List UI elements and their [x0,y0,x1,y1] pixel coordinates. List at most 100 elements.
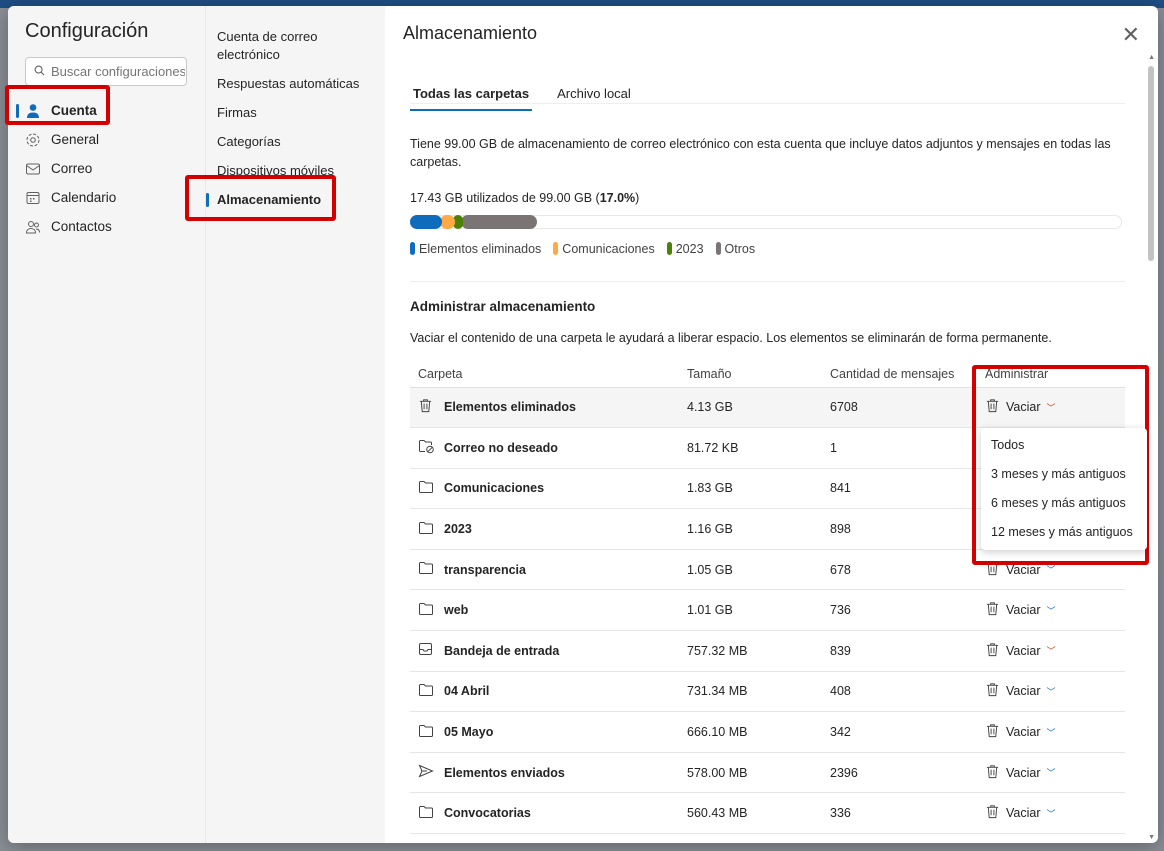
subnav-item[interactable]: Firmas [217,105,257,120]
legend-swatch [666,242,672,255]
trash-icon [985,601,1000,619]
table-row: Elementos enviados 578.00 MB 2396 Vaciar ﹀ [410,752,1125,794]
nav-item-contactos[interactable]: Contactos [8,212,205,241]
chevron-down-icon[interactable]: ﹀ [1046,646,1056,657]
search-input[interactable] [51,64,185,79]
storage-bar [410,215,1122,229]
legend-swatch [715,242,721,255]
empty-folder-button[interactable]: Vaciar ﹀ [985,601,1125,619]
folder-size: 578.00 MB [687,752,830,794]
scroll-up-arrow[interactable]: ▲ [1148,54,1155,61]
nav-item-cuenta[interactable]: Cuenta [8,96,205,125]
folder-size: 666.10 MB [687,711,830,753]
trash-icon [985,764,1000,782]
storage-legend: Elementos eliminados Comunicaciones 2023 Ot… [410,242,1125,256]
empty-label: Vaciar [1006,806,1041,821]
search-settings[interactable] [25,57,187,86]
storage-segment [410,215,442,229]
message-count: 408 [830,671,985,713]
col-count: Cantidad de mensajes [830,361,985,388]
scrollbar[interactable] [1148,66,1154,261]
menu-item[interactable]: 6 meses y más antiguos [991,495,1126,510]
nav-item-correo[interactable]: Correo [8,154,205,183]
empty-folder-button[interactable]: Vaciar ﹀ [985,764,1125,782]
trash-icon [985,804,1000,822]
folder-icon [418,602,434,619]
chevron-down-icon[interactable]: ﹀ [1046,402,1056,413]
folder-name: web [444,589,687,632]
folder-size: 1.16 GB [687,508,830,550]
subnav-item[interactable]: Respuestas automáticas [217,76,360,91]
menu-item[interactable]: 12 meses y más antiguos [991,524,1133,539]
storage-usage: 17.43 GB utilizados de 99.00 GB (17.0%) [410,191,1125,205]
nav-item-label: Cuenta [51,103,97,118]
highlight-cuenta [5,85,110,125]
message-count: 841 [830,468,985,510]
person-icon [25,103,41,119]
folder-size: 81.72 KB [687,427,830,469]
manage-description: Vaciar el contenido de una carpeta le ay… [410,331,1052,345]
folder-size: 560.43 MB [687,792,830,835]
legend-item: Otros [715,242,755,256]
legend-swatch [553,242,559,255]
message-count: 1 [830,427,985,469]
empty-folder-button[interactable]: Vaciar ﹀ [985,804,1125,822]
subnav-item[interactable]: Dispositivos móviles [217,163,335,178]
folder-size: 1.05 GB [687,549,830,591]
table-row: 05 Mayo 666.10 MB 342 Vaciar ﹀ [410,711,1125,753]
menu-item[interactable]: Todos [991,437,1025,452]
subnav-item[interactable]: Cuenta de correo electrónico [217,29,318,62]
message-count: 736 [830,589,985,632]
chevron-down-icon[interactable]: ﹀ [1046,605,1056,616]
chevron-down-icon[interactable]: ﹀ [1046,686,1056,697]
settings-title: Configuración [25,20,149,42]
chevron-down-icon[interactable]: ﹀ [1046,768,1056,779]
tab-1[interactable]: Archivo local [557,86,631,101]
storage-segment [439,215,455,229]
folder-name: Convocatorias [444,792,687,835]
empty-folder-button[interactable]: Vaciar ﹀ [985,682,1125,700]
menu-item[interactable]: 3 meses y más antiguos [991,466,1126,481]
app-header-background [0,0,1164,8]
tabs: Todas las carpetas Archivo local [410,68,1125,111]
chevron-down-icon[interactable]: ﹀ [1046,565,1056,576]
empty-folder-button[interactable]: Vaciar ﹀ [985,723,1125,741]
chevron-down-icon[interactable]: ﹀ [1046,808,1056,819]
empty-options-menu: Todos 3 meses y más antiguos 6 meses y más… [981,427,1147,550]
folder-name: 05 Mayo [444,711,687,753]
send-icon [418,764,434,781]
close-icon[interactable]: ✕ [1121,22,1140,47]
subnav-item[interactable]: Categorías [217,134,281,149]
usage-percent: 17.0% [599,191,636,205]
folder-icon [418,724,434,741]
chevron-down-icon[interactable]: ﹀ [1046,727,1056,738]
subnav-item[interactable]: Almacenamiento [206,191,385,209]
mail-icon [25,161,41,177]
message-count: 336 [830,792,985,835]
settings-nav: Configuración Cuenta General Correo Calenda… [8,6,205,843]
trash-icon [985,398,1000,416]
folder-name: 2023 [444,508,687,550]
highlight-administrar [972,365,1149,565]
folder-name: Correo no deseado [444,427,687,469]
gear-icon [25,132,41,148]
empty-folder-button[interactable]: Vaciar ﹀ [985,398,1125,416]
empty-label: Vaciar [1006,603,1041,618]
divider [410,281,1125,282]
scroll-down-arrow[interactable]: ▼ [1148,834,1155,841]
nav-item-label: Correo [51,161,93,176]
usage-suffix: ) [635,191,640,205]
nav-item-general[interactable]: General [8,125,205,154]
empty-folder-button[interactable]: Vaciar ﹀ [985,642,1125,660]
nav-item-label: General [51,132,100,147]
table-row: Convocatorias 560.43 MB 336 Vaciar ﹀ [410,792,1125,835]
empty-label: Vaciar [1006,643,1041,658]
nav-item-calendario[interactable]: Calendario [8,183,205,212]
empty-label: Vaciar [1006,765,1041,780]
empty-label: Vaciar [1006,725,1041,740]
storage-segment [461,215,538,229]
legend-item: 2023 [666,242,704,256]
tab-0[interactable]: Todas las carpetas [410,86,533,111]
legend-swatch [410,242,415,255]
message-count: 342 [830,711,985,753]
